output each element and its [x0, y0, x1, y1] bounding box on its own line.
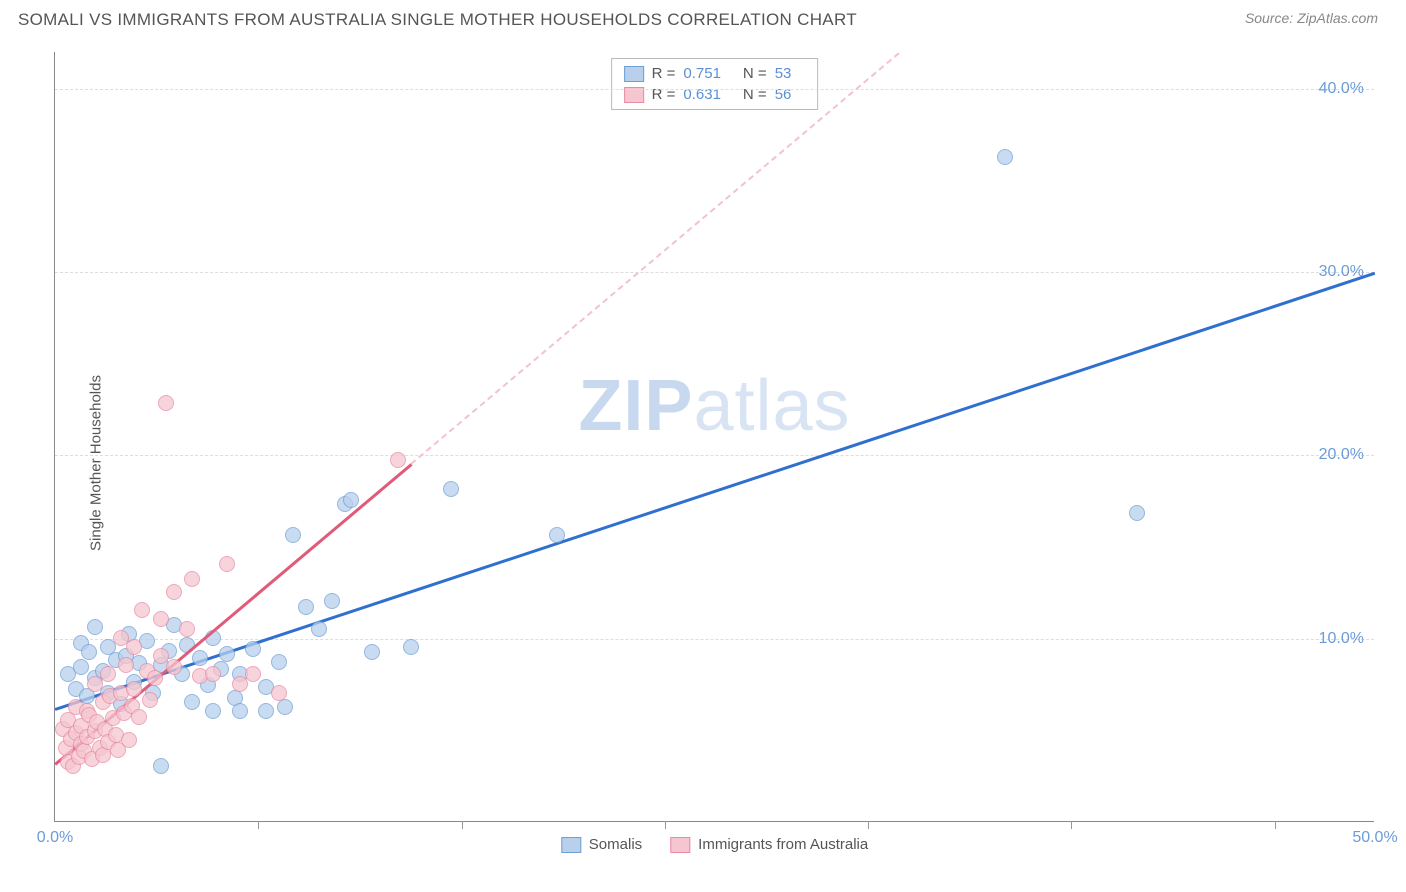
- x-tick-mark: [258, 821, 259, 829]
- scatter-point: [443, 481, 459, 497]
- gridline-h: [55, 639, 1374, 640]
- scatter-point: [285, 527, 301, 543]
- legend-r-value: 0.751: [683, 65, 721, 82]
- scatter-point: [179, 621, 195, 637]
- scatter-point: [134, 602, 150, 618]
- scatter-point: [997, 149, 1013, 165]
- legend-row: R =0.631N =56: [624, 84, 806, 105]
- scatter-point: [311, 621, 327, 637]
- scatter-point: [147, 670, 163, 686]
- scatter-point: [390, 452, 406, 468]
- scatter-point: [1129, 505, 1145, 521]
- legend-row: R = 0.751 N = 53: [624, 63, 806, 84]
- series-legend: Somalis Immigrants from Australia: [561, 836, 868, 853]
- legend-swatch: [624, 66, 644, 82]
- gridline-h: [55, 89, 1374, 90]
- scatter-point: [245, 666, 261, 682]
- scatter-point: [232, 703, 248, 719]
- plot-area: ZIPatlas R =0.751N =53R =0.631N =56 Soma…: [54, 52, 1374, 822]
- scatter-point: [118, 657, 134, 673]
- y-tick-label: 40.0%: [1319, 80, 1364, 98]
- scatter-point: [343, 492, 359, 508]
- watermark-atlas: atlas: [693, 366, 850, 446]
- legend-series-name: Somalis: [589, 836, 642, 853]
- scatter-point: [126, 639, 142, 655]
- scatter-point: [298, 599, 314, 615]
- watermark-zip: ZIP: [578, 366, 693, 446]
- y-tick-label: 10.0%: [1319, 630, 1364, 648]
- scatter-point: [549, 527, 565, 543]
- scatter-point: [258, 703, 274, 719]
- scatter-point: [271, 685, 287, 701]
- scatter-point: [205, 666, 221, 682]
- chart-container: Single Mother Households ZIPatlas R =0.7…: [18, 48, 1388, 878]
- scatter-point: [324, 593, 340, 609]
- legend-n-value: 53: [775, 65, 792, 82]
- scatter-point: [158, 395, 174, 411]
- scatter-point: [277, 699, 293, 715]
- gridline-h: [55, 272, 1374, 273]
- x-tick-label: 50.0%: [1352, 829, 1397, 847]
- x-tick-label: 0.0%: [37, 829, 73, 847]
- gridline-h: [55, 455, 1374, 456]
- scatter-point: [184, 571, 200, 587]
- scatter-point: [184, 694, 200, 710]
- watermark: ZIPatlas: [578, 365, 850, 447]
- correlation-legend: R = 0.751 N = 53 R =0.631N =56: [611, 58, 819, 110]
- x-tick-mark: [1275, 821, 1276, 829]
- scatter-point: [153, 758, 169, 774]
- scatter-point: [271, 654, 287, 670]
- x-tick-mark: [665, 821, 666, 829]
- source-credit: Source: ZipAtlas.com: [1245, 10, 1378, 26]
- scatter-point: [245, 641, 261, 657]
- legend-swatch: [561, 837, 581, 853]
- source-link[interactable]: ZipAtlas.com: [1297, 10, 1378, 26]
- scatter-point: [126, 681, 142, 697]
- chart-title: SOMALI VS IMMIGRANTS FROM AUSTRALIA SING…: [18, 10, 857, 30]
- scatter-point: [403, 639, 419, 655]
- y-tick-label: 20.0%: [1319, 446, 1364, 464]
- scatter-point: [205, 703, 221, 719]
- scatter-point: [100, 666, 116, 682]
- legend-item: Somalis: [561, 836, 642, 853]
- legend-n-label: N =: [743, 65, 767, 82]
- scatter-point: [192, 650, 208, 666]
- legend-r-label: R =: [652, 65, 676, 82]
- scatter-point: [142, 692, 158, 708]
- source-label: Source:: [1245, 10, 1293, 26]
- legend-series-name: Immigrants from Australia: [698, 836, 868, 853]
- x-tick-mark: [462, 821, 463, 829]
- scatter-point: [166, 659, 182, 675]
- trend-line-extrapolated: [411, 52, 901, 465]
- scatter-point: [153, 611, 169, 627]
- scatter-point: [81, 644, 97, 660]
- scatter-point: [166, 584, 182, 600]
- scatter-point: [87, 619, 103, 635]
- legend-item: Immigrants from Australia: [670, 836, 868, 853]
- scatter-point: [364, 644, 380, 660]
- chart-header: SOMALI VS IMMIGRANTS FROM AUSTRALIA SING…: [0, 0, 1406, 34]
- scatter-point: [219, 646, 235, 662]
- x-tick-mark: [1071, 821, 1072, 829]
- x-tick-mark: [868, 821, 869, 829]
- scatter-point: [121, 732, 137, 748]
- scatter-point: [219, 556, 235, 572]
- legend-swatch: [670, 837, 690, 853]
- scatter-point: [131, 709, 147, 725]
